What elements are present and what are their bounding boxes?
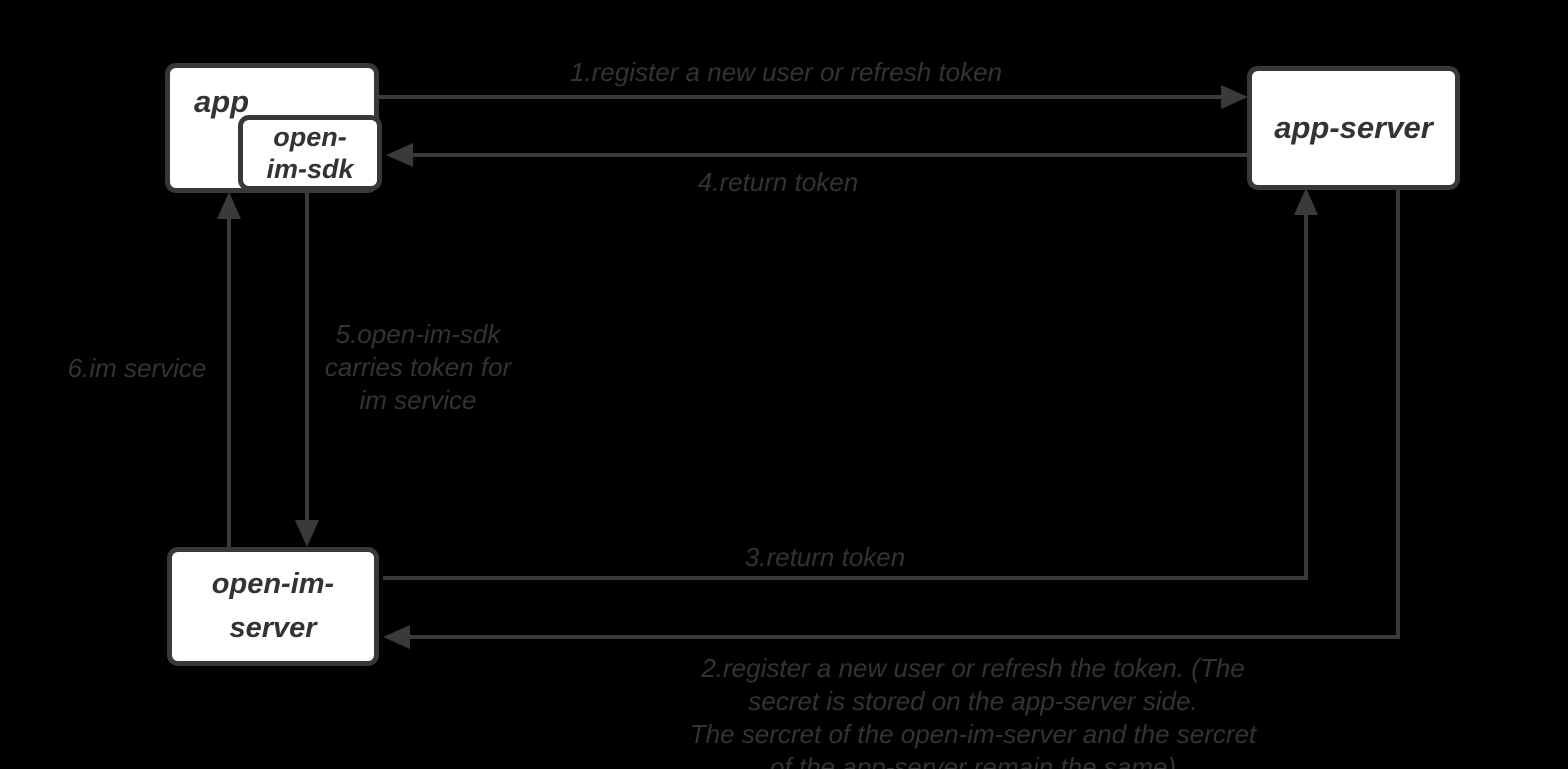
edge-3-arrowhead-icon (1294, 188, 1318, 215)
edge-4-line (410, 153, 1247, 157)
edge-1-label: 1.register a new user or refresh token (569, 57, 1003, 87)
edge-2-label: 2.register a new user or refresh the tok… (689, 653, 1257, 769)
edge-2-line-horizontal (407, 635, 1400, 639)
node-app-server: app-server (1247, 66, 1460, 190)
edge-1-line (379, 95, 1226, 99)
edge-5-label: 5.open-im-sdk carries token for im servi… (324, 319, 512, 416)
edge-6-label: 6.im service (67, 353, 207, 383)
edge-2-arrowhead-icon (383, 625, 410, 649)
node-open-im-sdk: open- im-sdk (238, 115, 382, 191)
edge-3-label: 3.return token (744, 542, 906, 572)
edge-3-line-vertical (1304, 213, 1308, 580)
edge-2-line-vertical (1396, 188, 1400, 639)
edge-5-line (305, 190, 309, 523)
node-app-server-label: app-server (1274, 110, 1433, 145)
edge-6-arrowhead-icon (217, 192, 241, 219)
node-open-im-server: open-im- server (167, 547, 379, 666)
node-open-im-server-label: open-im- server (211, 568, 335, 644)
node-app-label: app (194, 84, 250, 119)
edge-5-arrowhead-icon (295, 520, 319, 547)
node-open-im-sdk-label: open- im-sdk (266, 121, 354, 184)
edge-1-arrowhead-icon (1221, 85, 1248, 109)
edge-4-arrowhead-icon (386, 143, 413, 167)
edge-3-line-horizontal (383, 576, 1308, 580)
edge-6-line (227, 216, 231, 547)
edge-4-label: 4.return token (697, 167, 859, 197)
